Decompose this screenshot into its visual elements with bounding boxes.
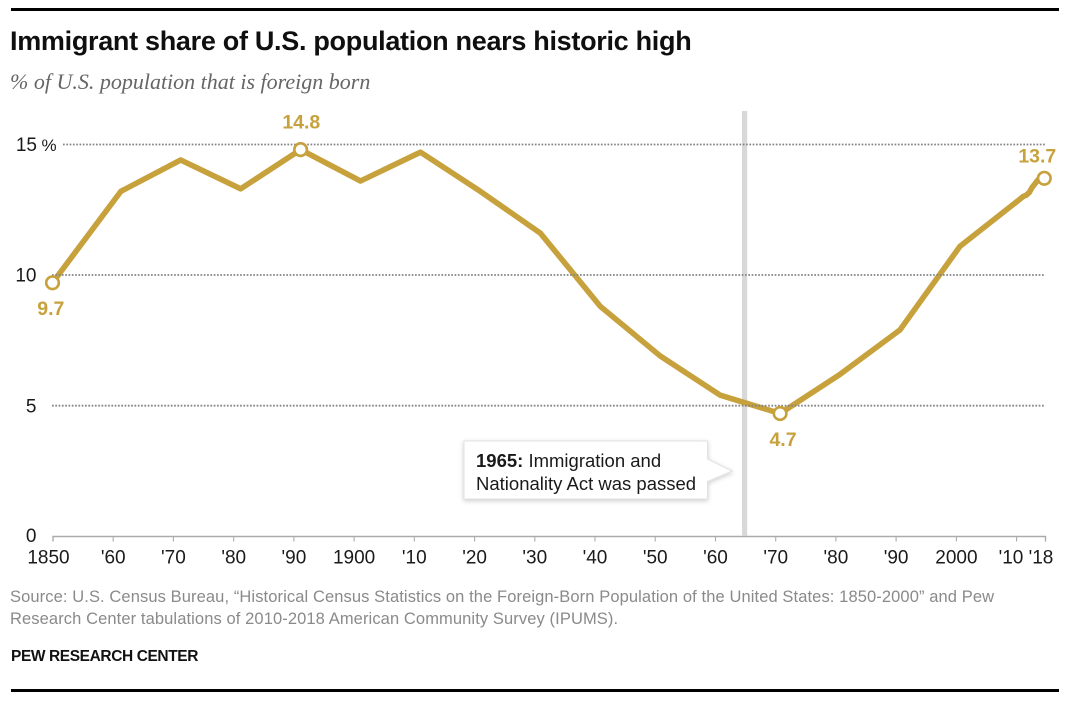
svg-text:'60: '60 xyxy=(703,548,728,569)
svg-text:'90: '90 xyxy=(884,548,909,569)
svg-text:%: % xyxy=(42,136,57,155)
svg-text:'90: '90 xyxy=(282,548,307,569)
svg-text:'80: '80 xyxy=(824,548,849,569)
svg-text:1900: 1900 xyxy=(333,548,375,569)
svg-text:1850: 1850 xyxy=(27,548,69,569)
svg-text:9.7: 9.7 xyxy=(37,298,64,320)
svg-text:'30: '30 xyxy=(522,548,547,569)
svg-text:13.7: 13.7 xyxy=(1018,146,1056,168)
svg-text:14.8: 14.8 xyxy=(282,112,320,134)
svg-text:'10: '10 xyxy=(402,548,427,569)
svg-text:'40: '40 xyxy=(583,548,608,569)
svg-text:'60: '60 xyxy=(101,548,126,569)
svg-text:'70: '70 xyxy=(161,548,186,569)
svg-text:4.7: 4.7 xyxy=(769,429,796,451)
svg-text:0: 0 xyxy=(26,526,37,547)
svg-text:Nationality Act was passed: Nationality Act was passed xyxy=(476,473,696,494)
svg-text:2000: 2000 xyxy=(935,548,977,569)
svg-text:15: 15 xyxy=(16,135,37,156)
svg-text:'10: '10 xyxy=(999,548,1024,569)
svg-text:'20: '20 xyxy=(462,548,487,569)
svg-text:'70: '70 xyxy=(763,548,788,569)
svg-text:10: 10 xyxy=(15,266,36,287)
svg-text:5: 5 xyxy=(26,396,37,417)
svg-text:'50: '50 xyxy=(643,548,668,569)
svg-text:'80: '80 xyxy=(221,548,246,569)
svg-text:1965: Immigration and: 1965: Immigration and xyxy=(476,450,661,471)
svg-text:'18: '18 xyxy=(1029,548,1054,569)
